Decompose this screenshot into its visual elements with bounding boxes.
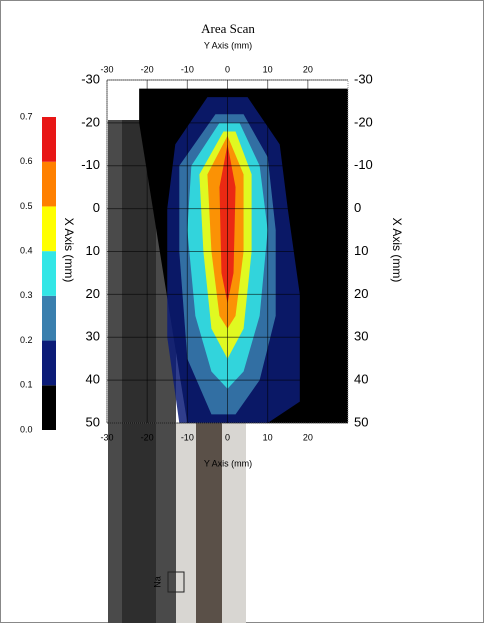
y-tick-label-right: -10 [354,157,373,172]
colorbar-label: 0.4 [20,246,33,256]
y-tick-label-right: 30 [354,329,368,344]
y-tick-label-left: -10 [81,157,100,172]
colorbar-swatch [42,295,56,341]
y-tick-label-right: 10 [354,243,368,258]
colorbar-swatch [42,385,56,430]
colorbar-label: 0.0 [20,424,33,434]
photo-label: Na [152,576,162,588]
bottom-axis-title: Y Axis (mm) [204,458,252,468]
y-tick-label-left: 30 [86,329,100,344]
photo-sticker [167,571,185,593]
x-tick-label-top: 0 [225,64,230,74]
top-axis-title: Y Axis (mm) [204,40,252,50]
colorbar-label: 0.1 [20,380,33,390]
y-tick-label-left: 0 [93,200,100,215]
y-tick-label-right: 50 [354,414,368,429]
x-tick-label-top: 20 [303,64,313,74]
y-tick-label-left: -30 [81,71,100,86]
y-tick-label-left: 10 [86,243,100,258]
x-tick-label-bottom: -30 [100,432,113,442]
y-tick-label-right: -20 [354,114,373,129]
colorbar-label: 0.2 [20,335,33,345]
photo: Na [108,120,246,623]
right-axis-title: X Axis (mm) [390,218,404,283]
colorbar-swatch [42,206,56,252]
x-tick-label-top: -30 [100,64,113,74]
x-tick-label-bottom: 20 [303,432,313,442]
colorbar-swatch [42,340,56,386]
colorbar-label: 0.6 [20,156,33,166]
y-tick-label-right: 20 [354,286,368,301]
x-tick-label-bottom: -20 [141,432,154,442]
y-tick-label-right: -30 [354,71,373,86]
y-tick-label-right: 40 [354,372,368,387]
y-tick-label-left: -20 [81,114,100,129]
colorbar-label: 0.7 [20,111,33,121]
y-tick-label-right: 0 [354,200,361,215]
colorbar-swatch [42,117,56,162]
colorbar-swatch [42,251,56,296]
x-tick-label-bottom: 0 [225,432,230,442]
photo-strip-dark [122,120,156,623]
left-axis-title: X Axis (mm) [62,218,76,283]
colorbar-swatch [42,161,56,207]
y-tick-label-left: 20 [86,286,100,301]
photo-rod [196,423,222,623]
x-tick-label-top: -10 [181,64,194,74]
x-tick-label-bottom: 10 [263,432,273,442]
y-tick-label-left: 50 [86,414,100,429]
x-tick-label-top: 10 [263,64,273,74]
y-tick-label-left: 40 [86,372,100,387]
chart-title: Area Scan [201,21,255,36]
colorbar-label: 0.3 [20,290,33,300]
colorbar-label: 0.5 [20,201,33,211]
x-tick-label-bottom: -10 [181,432,194,442]
x-tick-label-top: -20 [141,64,154,74]
